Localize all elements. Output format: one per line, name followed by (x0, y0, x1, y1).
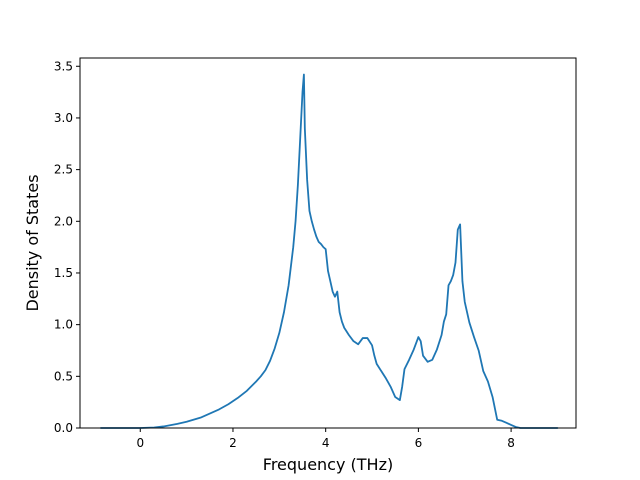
y-tick-label: 2.5 (54, 163, 73, 177)
y-tick-label: 3.0 (54, 111, 73, 125)
x-tick-label: 6 (415, 436, 423, 450)
plot-frame (79, 57, 577, 429)
x-axis-ticks: 0 2 4 6 8 (136, 428, 515, 450)
series-line (99, 73, 559, 429)
y-tick-label: 1.5 (54, 266, 73, 280)
y-tick-label: 3.5 (54, 59, 73, 73)
x-tick-label: 8 (507, 436, 515, 450)
y-tick-label: 2.0 (54, 214, 73, 228)
x-axis-label: Frequency (THz) (263, 455, 393, 474)
x-tick-label: 2 (229, 436, 237, 450)
x-tick-label: 0 (136, 436, 144, 450)
y-tick-label: 0.0 (54, 421, 73, 435)
y-tick-label: 1.0 (54, 318, 73, 332)
plot-area (80, 58, 576, 428)
y-axis-label: Density of States (23, 174, 42, 311)
x-tick-label: 4 (322, 436, 330, 450)
y-axis-ticks: 0.0 0.5 1.0 1.5 2.0 2.5 3.0 3.5 (54, 59, 80, 435)
y-tick-label: 0.5 (54, 369, 73, 383)
